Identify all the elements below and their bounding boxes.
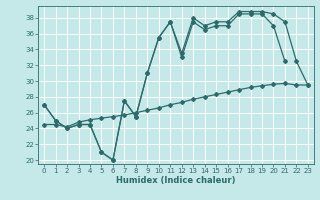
X-axis label: Humidex (Indice chaleur): Humidex (Indice chaleur) [116,176,236,185]
